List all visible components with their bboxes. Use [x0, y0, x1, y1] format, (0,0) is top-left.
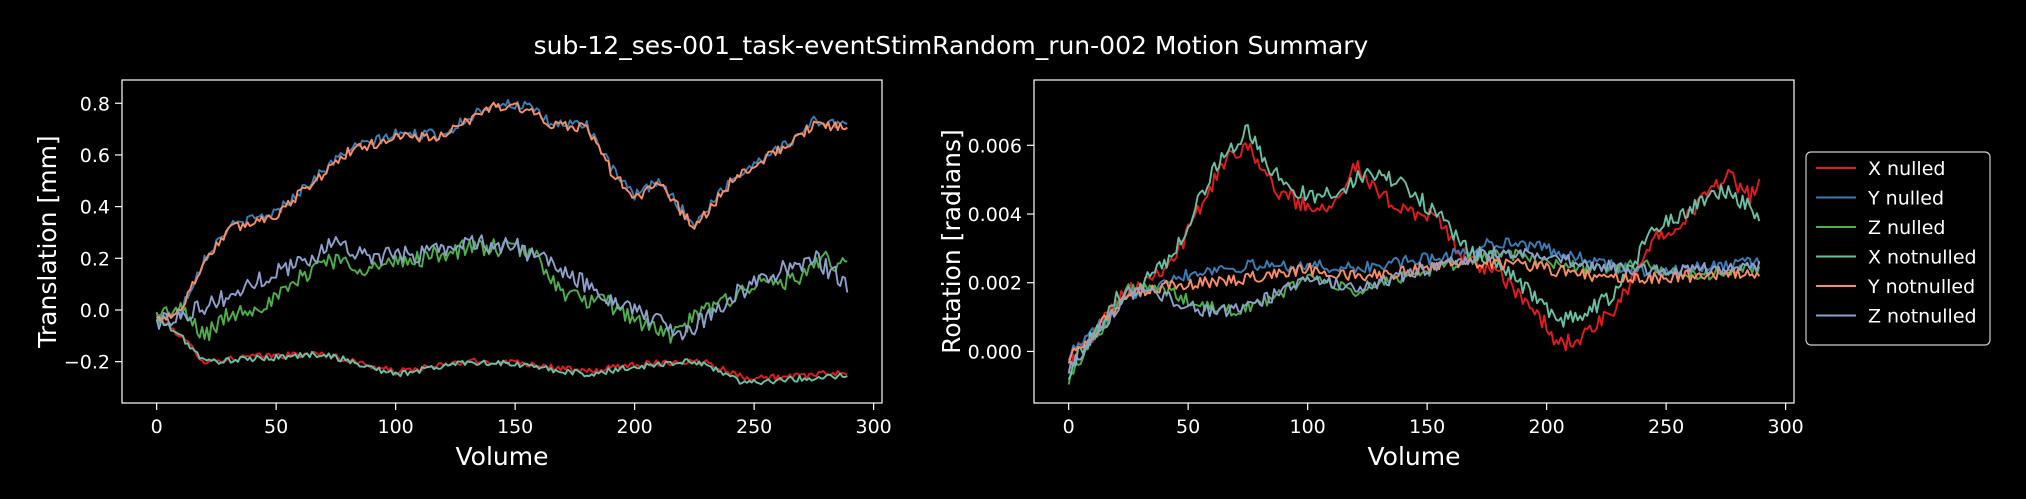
- legend-label-x-notnulled: X notnulled: [1868, 247, 1977, 269]
- translation-x-tick-label: 300: [856, 416, 892, 438]
- rotation-x-tick-label: 100: [1290, 416, 1326, 438]
- translation-y-tick-label: 0.4: [80, 197, 110, 219]
- legend-label-y-notnulled: Y notnulled: [1867, 276, 1975, 298]
- rotation-x-tick-label: 250: [1648, 416, 1684, 438]
- rotation-axes-frame: [1033, 79, 1795, 404]
- translation-chart: 0 50 100 150 200 250 300 −0.2 0.0 0.2 0.4 0.6 0.8 Vol…: [33, 79, 892, 471]
- rotation-y-tick-label: 0.006: [968, 135, 1022, 157]
- rotation-y-axis-label: Rotation [radians]: [937, 129, 966, 354]
- translation-y-tick-label: 0.2: [80, 248, 110, 270]
- rotation-x-tick-label: 300: [1768, 416, 1804, 438]
- legend-label-y-nulled: Y nulled: [1867, 188, 1944, 210]
- translation-axes-frame: [121, 79, 883, 404]
- rotation-series-x-notnulled: [1067, 124, 1761, 380]
- legend-label-z-nulled: Z nulled: [1868, 217, 1945, 239]
- rotation-x-tick-label: 50: [1176, 416, 1200, 438]
- translation-y-tick-label: 0.0: [80, 300, 110, 322]
- rotation-series-x-nulled: [1067, 142, 1761, 371]
- rotation-y-tick-label: 0.002: [968, 273, 1022, 295]
- translation-series-y-nulled: [156, 99, 848, 321]
- translation-series-y-notnulled: [156, 101, 848, 323]
- legend-label-x-nulled: X nulled: [1868, 158, 1945, 180]
- translation-y-tick-label: −0.2: [64, 352, 110, 374]
- translation-y-axis-label: Translation [mm]: [33, 135, 62, 348]
- translation-x-axis-label: Volume: [456, 442, 549, 471]
- translation-series-z-notnulled: [155, 234, 849, 341]
- rotation-x-tick-label: 0: [1063, 416, 1075, 438]
- translation-series-x-notnulled: [155, 316, 848, 386]
- rotation-y-tick-label: 0.000: [968, 341, 1022, 363]
- rotation-x-tick-label: 150: [1409, 416, 1445, 438]
- translation-x-tick-label: 0: [151, 416, 163, 438]
- rotation-series-z-nulled: [1067, 248, 1761, 385]
- translation-x-tick-label: 150: [497, 416, 533, 438]
- translation-y-tick-label: 0.6: [80, 145, 110, 167]
- rotation-series-y-notnulled: [1067, 255, 1761, 364]
- legend: X nulled Y nulled Z nulled X notnulled Y not…: [1805, 151, 1991, 346]
- rotation-chart: 0 50 100 150 200 250 300 0.000 0.002 0.004 0.006 Vo…: [937, 79, 1804, 471]
- rotation-series-y-nulled: [1067, 237, 1761, 361]
- translation-x-tick-label: 50: [264, 416, 288, 438]
- rotation-series-z-notnulled: [1067, 246, 1761, 374]
- translation-x-tick-label: 100: [378, 416, 414, 438]
- legend-box: [1805, 151, 1991, 346]
- figure-title: sub-12_ses-001_task-eventStimRandom_run-…: [534, 31, 1369, 60]
- translation-series-x-nulled: [155, 313, 848, 382]
- rotation-y-tick-label: 0.004: [968, 204, 1022, 226]
- translation-x-tick-label: 200: [617, 416, 653, 438]
- rotation-x-axis-label: Volume: [1368, 442, 1461, 471]
- translation-y-tick-label: 0.8: [80, 93, 110, 115]
- legend-label-z-notnulled: Z notnulled: [1868, 306, 1977, 328]
- translation-x-tick-label: 250: [736, 416, 772, 438]
- rotation-x-tick-label: 200: [1529, 416, 1565, 438]
